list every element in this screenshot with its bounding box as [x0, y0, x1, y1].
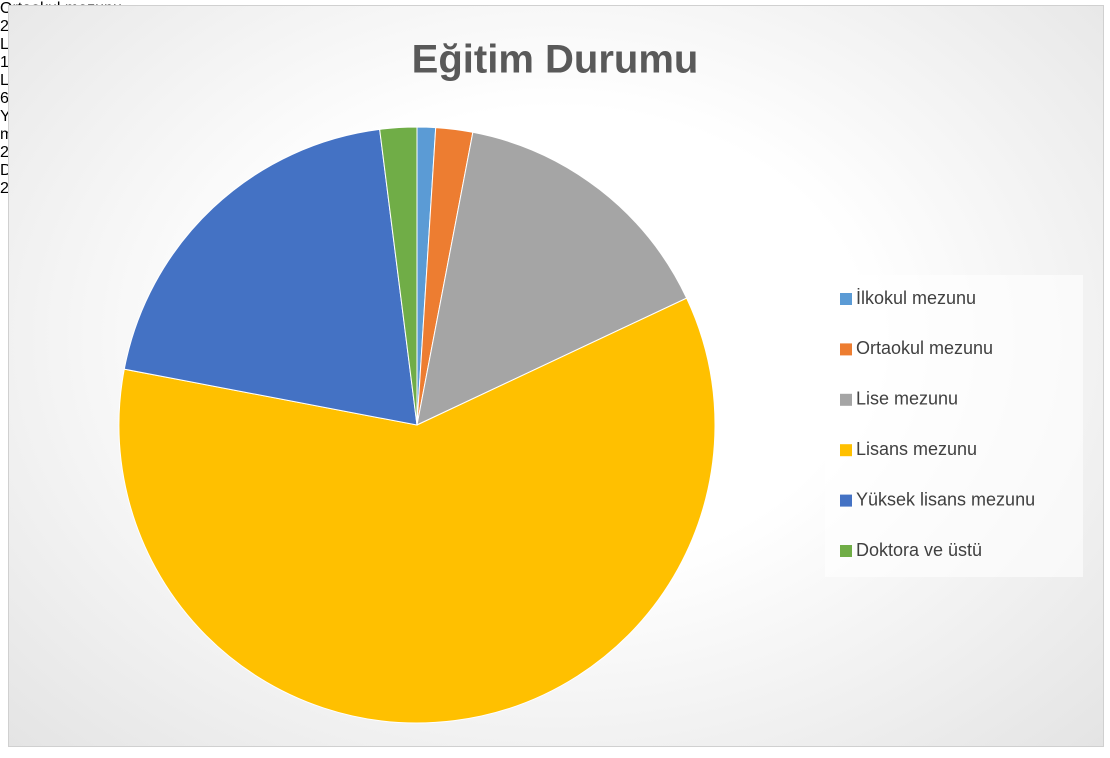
legend-swatch — [840, 393, 852, 406]
pie-slice — [416, 131, 688, 426]
legend-label: Yüksek lisans mezunu — [856, 489, 1035, 509]
legend-label: Ortaokul mezunu — [856, 338, 993, 358]
legend-swatch — [840, 444, 852, 457]
legend-label: Lisans mezunu — [856, 439, 977, 459]
legend-swatch — [840, 293, 852, 305]
chart-title: Eğitim Durumu — [412, 38, 699, 82]
legend-swatch — [840, 494, 852, 507]
legend-label: İlkokul mezunu — [856, 288, 976, 308]
legend-label: Doktora ve üstü — [856, 540, 982, 560]
legend-swatch — [840, 343, 852, 356]
legend-box — [825, 275, 1083, 577]
pie-slice — [379, 126, 418, 426]
pie-slice — [118, 297, 716, 724]
legend-label: Lise mezunu — [856, 389, 958, 409]
pie-slice — [123, 128, 418, 426]
legend-swatch — [840, 545, 852, 557]
